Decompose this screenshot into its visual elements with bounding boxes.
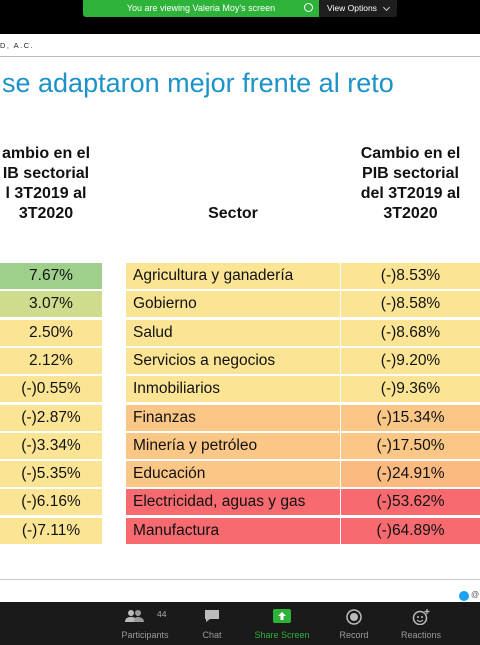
org-name: D, A.C. [0,41,35,50]
participants-icon [125,610,144,622]
sector-name-cell: Electricidad, aguas y gas [126,489,340,515]
record-icon [346,609,362,625]
sector-value-cell: (-)24.91% [341,461,480,487]
sector-value-cell: (-)8.58% [341,291,480,317]
share-screen-button[interactable]: Share Screen [247,602,317,645]
sector-name-cell: Minería y petróleo [126,433,340,459]
viewing-banner-text: You are viewing Valeria Moy's screen [126,3,276,13]
sector-name-cell: Inmobiliarios [126,376,340,402]
record-button[interactable]: Record [328,602,380,645]
sector-value-cell: (-)9.20% [341,348,480,374]
left-value-cell: 2.50% [0,320,102,346]
left-value-cell: 2.12% [0,348,102,374]
sector-column-header: Sector [208,205,258,222]
share-screen-label: Share Screen [254,630,310,640]
left-value-cell: (-)7.11% [0,518,102,544]
left-value-cell: (-)3.34% [0,433,102,459]
twitter-icon [459,591,469,601]
info-icon[interactable] [304,3,313,12]
sector-name-cell: Salud [126,320,340,346]
participants-button[interactable]: Participants [110,602,180,645]
participants-count: 44 [157,609,167,619]
left-value-cell: (-)6.16% [0,489,102,515]
left-column-header: ambio en el IB sectorial l 3T2019 al 3T2… [1,145,91,222]
left-value-cell: (-)0.55% [0,376,102,402]
record-label: Record [339,630,369,640]
viewing-banner: You are viewing Valeria Moy's screen [83,0,319,17]
shared-slide: D, A.C. se adaptaron mejor frente al ret… [0,34,480,602]
header-divider [0,56,480,57]
view-options-label: View Options [327,3,377,13]
participants-label: Participants [121,630,169,640]
zoom-toolbar: Participants 44 Chat Share Screen Record… [0,602,480,645]
sector-name-cell: Educación [126,461,340,487]
share-screen-icon [273,609,291,623]
chat-button[interactable]: Chat [187,602,237,645]
reactions-icon [412,609,430,625]
sector-value-cell: (-)9.36% [341,376,480,402]
sector-value-cell: (-)15.34% [341,405,480,431]
slide-title: se adaptaron mejor frente al reto [2,68,394,98]
reactions-button[interactable]: Reactions [392,602,450,645]
chat-icon [205,610,219,622]
right-column-header: Cambio en el PIB sectorial del 3T2019 al… [360,145,461,222]
footer-handle: @ [471,590,480,599]
sector-value-cell: (-)8.68% [341,320,480,346]
chat-label: Chat [202,630,222,640]
sector-value-cell: (-)64.89% [341,518,480,544]
left-value-cell: (-)5.35% [0,461,102,487]
sector-name-cell: Gobierno [126,291,340,317]
sector-value-cell: (-)53.62% [341,489,480,515]
footer-divider [0,579,480,580]
sector-value-cell: (-)8.53% [341,263,480,289]
left-value-cell: 7.67% [0,263,102,289]
zoom-top-bar: You are viewing Valeria Moy's screen Vie… [0,0,480,34]
view-options-button[interactable]: View Options [319,0,397,17]
sector-name-cell: Finanzas [126,405,340,431]
sector-value-cell: (-)17.50% [341,433,480,459]
chevron-down-icon [382,3,391,12]
reactions-label: Reactions [400,630,442,640]
sector-name-cell: Manufactura [126,518,340,544]
left-value-cell: 3.07% [0,291,102,317]
left-value-cell: (-)2.87% [0,405,102,431]
sector-name-cell: Servicios a negocios [126,348,340,374]
sector-name-cell: Agricultura y ganadería [126,263,340,289]
